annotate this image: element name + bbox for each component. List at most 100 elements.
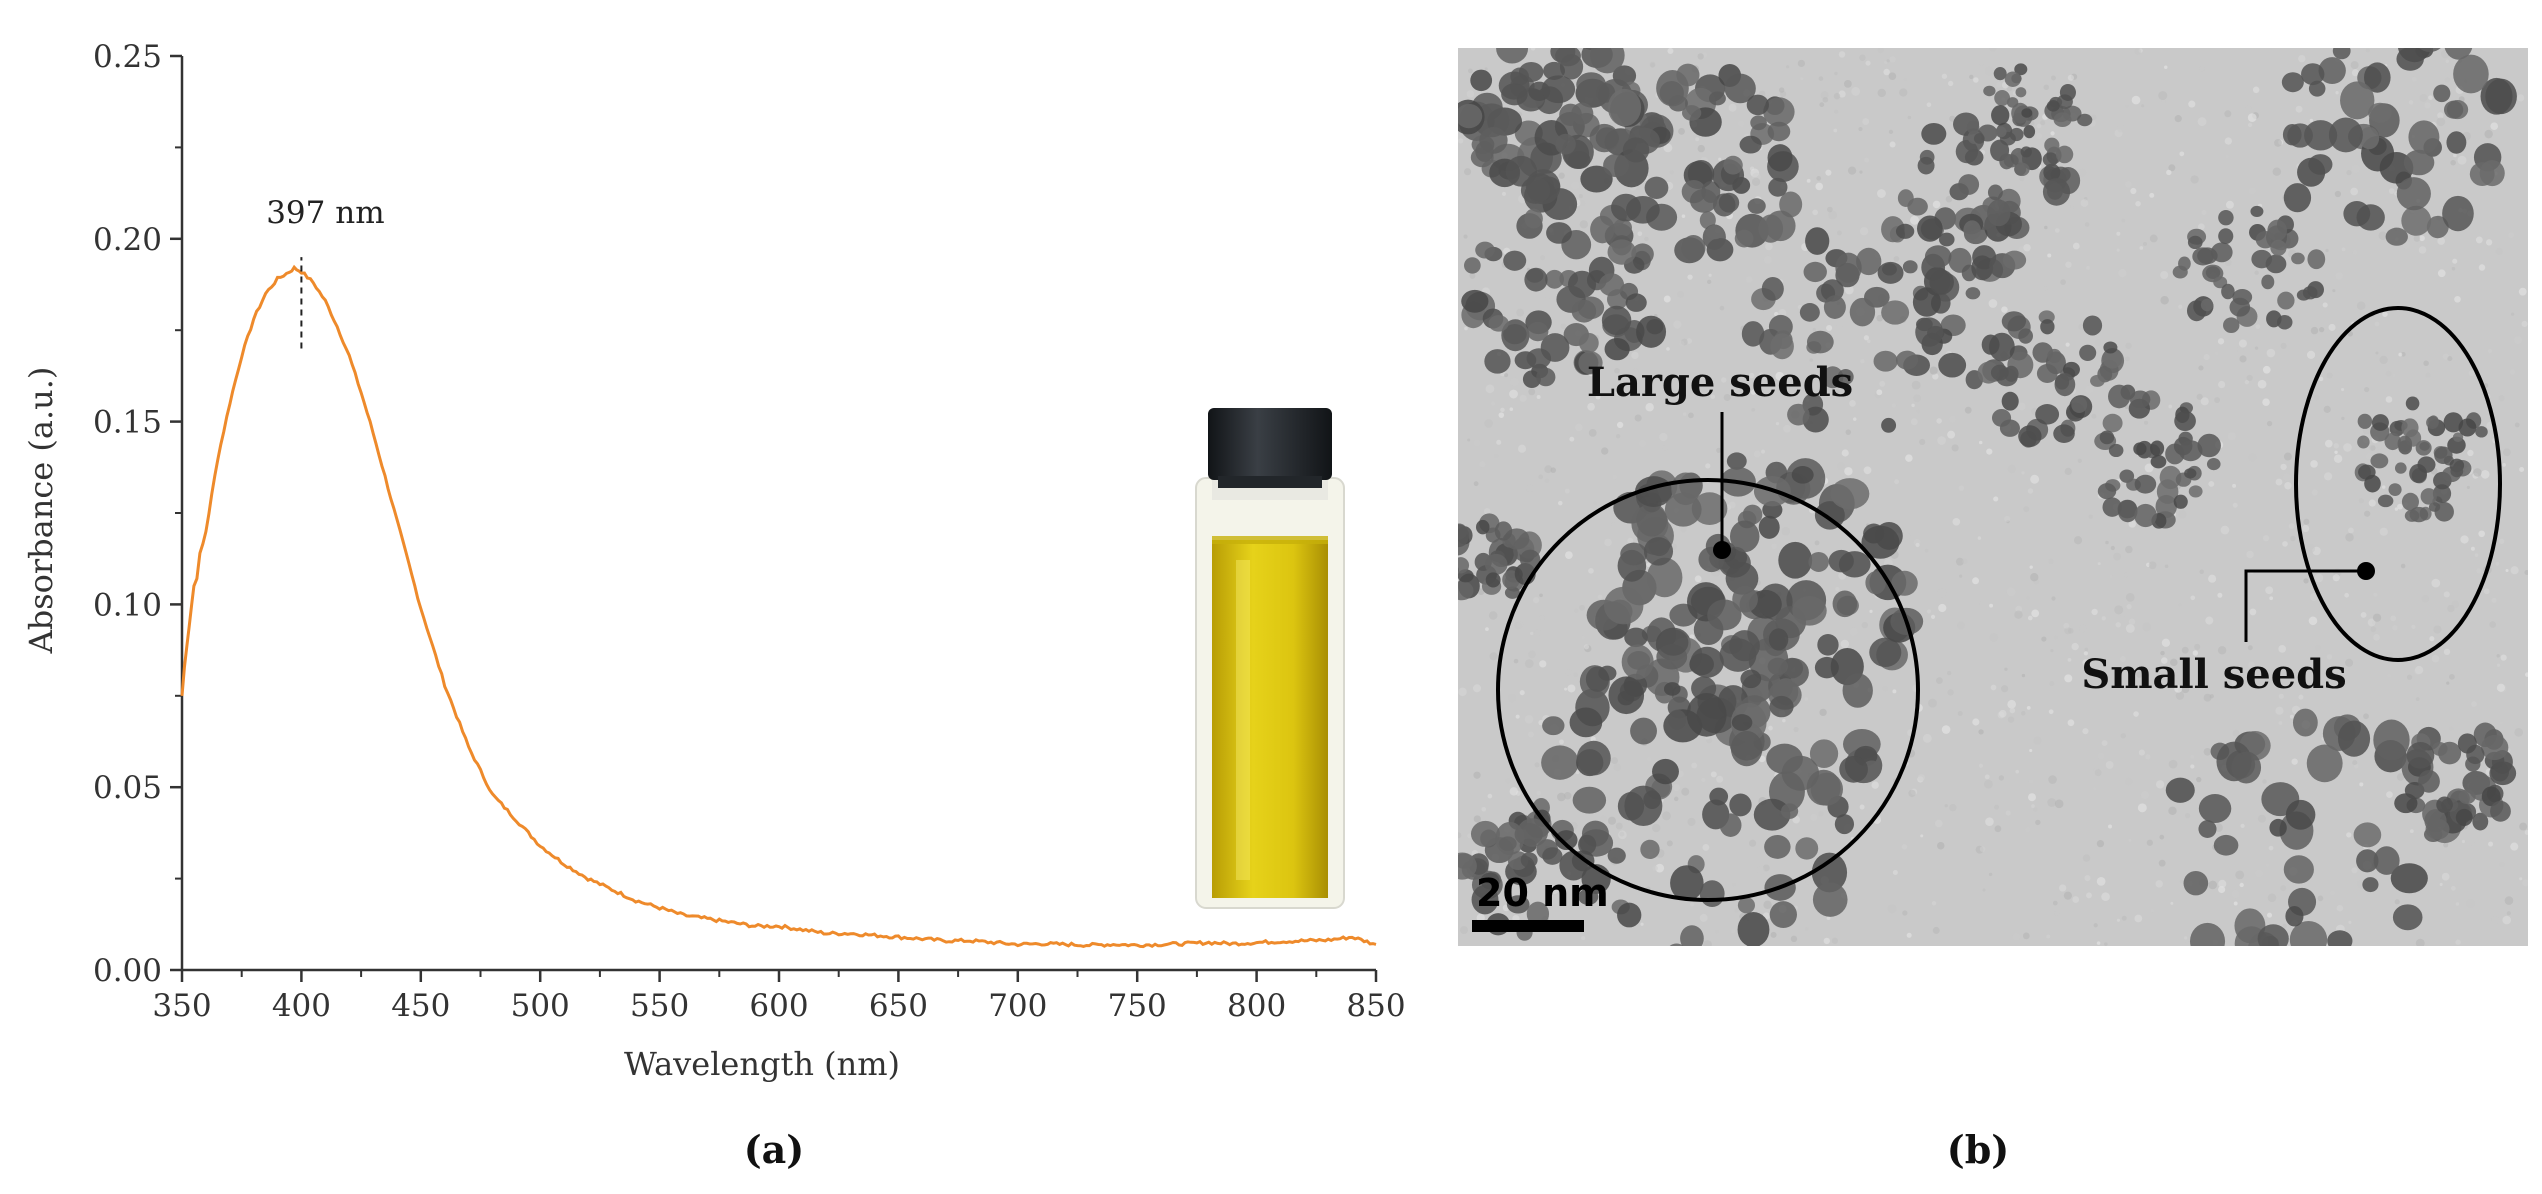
nanoparticle	[1699, 880, 1725, 907]
nanoparticle	[1875, 521, 1903, 550]
nanoparticle	[2287, 123, 2313, 148]
nanoparticle	[1668, 709, 1687, 730]
nanoparticle	[1778, 541, 1813, 579]
nanoparticle	[1767, 657, 1789, 676]
nanoparticle	[2384, 432, 2401, 451]
nanoparticle	[2020, 146, 2032, 158]
nanoparticle	[1620, 542, 1648, 566]
nanoparticle	[1541, 75, 1576, 104]
peak-label: 397 nm	[266, 195, 384, 231]
nanoparticle	[2401, 205, 2432, 236]
nanoparticle	[2002, 250, 2027, 270]
nanoparticle	[2018, 328, 2033, 344]
nanoparticle	[2422, 17, 2456, 46]
nanoparticle	[2090, 374, 2105, 387]
nanoparticle	[1578, 351, 1603, 375]
nanoparticle	[1589, 123, 1619, 153]
nanoparticle	[1705, 224, 1724, 240]
nanoparticle	[1571, 299, 1597, 323]
nanoparticle	[1753, 798, 1791, 831]
x-tick-label: 700	[988, 988, 1047, 1024]
nanoparticle	[1691, 492, 1728, 525]
nanoparticle	[2481, 786, 2501, 807]
nanoparticle	[2133, 442, 2147, 456]
x-tick-label: 450	[391, 988, 450, 1024]
nanoparticle	[1839, 755, 1868, 783]
nanoparticle	[1849, 297, 1876, 327]
nanoparticle	[1767, 121, 1791, 142]
nanoparticle	[2206, 457, 2221, 471]
nanoparticle	[1686, 692, 1727, 737]
x-tick-label: 750	[1108, 988, 1167, 1024]
absorbance-spectrum-line	[180, 264, 1377, 949]
nanoparticle	[2040, 319, 2055, 335]
nanoparticle	[2108, 384, 2131, 409]
nanoparticle	[2404, 509, 2420, 522]
nanoparticle	[1640, 839, 1660, 860]
nanoparticle	[1536, 367, 1556, 387]
nanoparticle	[2198, 794, 2232, 823]
nanoparticle	[2443, 412, 2464, 433]
nanoparticle	[2389, 420, 2405, 437]
nanoparticle	[2184, 468, 2197, 479]
nanoparticle	[1834, 814, 1855, 835]
nanoparticle	[2433, 84, 2451, 103]
nanoparticle	[1989, 332, 2015, 362]
nanoparticle	[1580, 165, 1613, 193]
nanoparticle	[1719, 638, 1757, 672]
nanoparticle	[1741, 321, 1765, 347]
large-seeds-dot	[1713, 541, 1731, 559]
nanoparticle	[1734, 229, 1754, 248]
nanoparticle	[1501, 319, 1530, 352]
nanoparticle	[1761, 276, 1784, 301]
nanoparticle	[1963, 220, 1981, 240]
nanoparticle	[1506, 895, 1530, 914]
x-axis-ticks: 350 400 450 500 550 600 650 700 750 800 850	[152, 970, 1406, 1024]
nanoparticle	[1781, 803, 1799, 819]
nanoparticle	[1791, 466, 1814, 484]
nanoparticle	[2370, 453, 2389, 469]
nanoparticle	[1555, 48, 1581, 67]
nanoparticle	[1569, 707, 1603, 738]
nanoparticle	[1494, 521, 1513, 541]
nanoparticle	[1663, 682, 1681, 696]
nanoparticle	[2079, 344, 2097, 361]
nanoparticle	[1461, 289, 1489, 313]
nanoparticle	[2277, 291, 2295, 310]
nanoparticle	[2197, 433, 2221, 458]
nanoparticle	[1808, 551, 1829, 572]
nanoparticle	[2428, 502, 2441, 512]
nanoparticle	[1795, 837, 1819, 860]
nanoparticle	[1658, 629, 1689, 656]
nanoparticle	[1995, 126, 2007, 138]
nanoparticle	[2306, 744, 2343, 783]
nanoparticle	[1805, 227, 1830, 255]
x-tick-label: 650	[869, 988, 928, 1024]
nanoparticle	[1768, 177, 1788, 197]
nanoparticle	[2397, 435, 2413, 452]
x-tick-label: 850	[1346, 988, 1405, 1024]
nanoparticle	[1929, 269, 1954, 295]
nanoparticle	[2479, 160, 2505, 187]
nanoparticle	[1622, 137, 1650, 163]
nanoparticle	[1485, 572, 1501, 588]
nanoparticle	[2043, 163, 2061, 181]
nanoparticle	[1991, 409, 2012, 427]
nanoparticle	[2023, 125, 2036, 139]
nanoparticle	[2108, 443, 2124, 458]
nanoparticle	[1763, 97, 1795, 127]
panel-a-label: (a)	[744, 1127, 805, 1172]
nanoparticle	[2257, 924, 2289, 946]
nanoparticle	[2251, 249, 2273, 269]
nanoparticle	[2178, 440, 2203, 462]
nanoparticle	[2373, 719, 2410, 761]
nanoparticle	[2481, 734, 2509, 761]
peak-annotation: 397 nm	[266, 195, 385, 349]
nanoparticle	[1519, 549, 1541, 570]
nanoparticle	[1555, 133, 1576, 155]
nanoparticle	[1877, 261, 1904, 284]
nanoparticle	[2436, 796, 2453, 814]
nanoparticle	[2249, 959, 2279, 983]
nanoparticle	[2047, 348, 2062, 364]
